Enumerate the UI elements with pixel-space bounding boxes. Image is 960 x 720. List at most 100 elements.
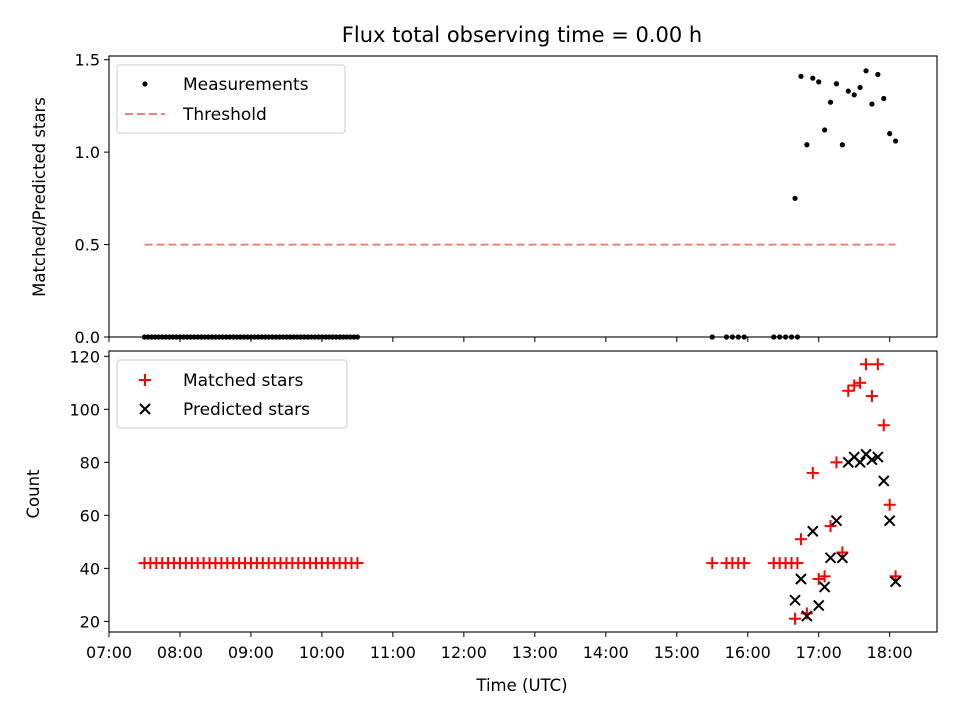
- predicted-star-point: [878, 475, 890, 487]
- matched-star-point: [871, 358, 884, 371]
- matched-star-point: [791, 557, 804, 570]
- predicted-star-point: [830, 514, 843, 527]
- predicted-star-point: [824, 552, 837, 564]
- x-tick-label: 08:00: [157, 643, 203, 662]
- bottom-y-axis-label: Count: [24, 469, 43, 519]
- measurement-point: [851, 92, 857, 98]
- bottom-plot-marks: [138, 358, 902, 625]
- x-tick-label: 18:00: [867, 643, 913, 662]
- legend-predicted-marker: [139, 403, 151, 415]
- predicted-star-point: [795, 573, 807, 585]
- bottom-legend: Matched stars Predicted stars: [116, 359, 348, 429]
- top-y-axis-label: Matched/Predicted stars: [30, 97, 49, 297]
- top-plot-frame: [108, 55, 938, 338]
- measurement-point: [771, 334, 777, 340]
- x-tick-label: 09:00: [228, 643, 274, 662]
- matched-star-point: [883, 498, 896, 511]
- measurement-point: [723, 334, 730, 340]
- predicted-star-point: [889, 575, 902, 588]
- legend-predicted-label: Predicted stars: [183, 400, 310, 420]
- measurement-point: [833, 81, 840, 87]
- measurement-point: [810, 75, 816, 81]
- predicted-star-point: [883, 514, 896, 527]
- predicted-star-point: [801, 610, 813, 622]
- measurement-point: [869, 101, 875, 107]
- x-tick-label: 07:00: [86, 643, 132, 662]
- measurement-point: [827, 99, 834, 105]
- matched-star-point: [806, 466, 819, 479]
- x-tick-label: 13:00: [512, 643, 558, 662]
- top-plot-marks: [141, 68, 899, 340]
- measurement-point: [709, 334, 715, 340]
- bottom-plot-frame: [108, 350, 938, 633]
- bottom-x-ticks: 07:00 08:00 09:00 10:00 11:00 12:00 13:00 14:00…: [86, 632, 913, 662]
- x-tick-label: 10:00: [299, 643, 345, 662]
- matched-star-point: [830, 456, 843, 469]
- measurement-point: [822, 127, 828, 133]
- predicted-star-point: [813, 599, 825, 612]
- matched-star-point: [351, 557, 364, 570]
- x-tick-label: 14:00: [583, 643, 629, 662]
- legend-measurements-marker: [142, 81, 148, 87]
- top-y-tick-label: 1.5: [75, 51, 100, 70]
- top-y-ticks: 0.0 0.5 1.0 1.5: [75, 51, 109, 347]
- predicted-star-point: [866, 453, 878, 466]
- bottom-y-tick-label: 20: [80, 612, 100, 631]
- matched-star-point: [794, 533, 807, 546]
- x-tick-label: 16:00: [725, 643, 771, 662]
- predicted-star-point: [836, 552, 849, 564]
- measurement-point: [741, 334, 747, 340]
- top-legend: Measurements Threshold: [116, 64, 346, 134]
- matched-star-point: [812, 572, 825, 585]
- measurement-point: [839, 142, 845, 148]
- measurement-point: [794, 334, 801, 340]
- measurement-point: [881, 95, 887, 102]
- measurement-point: [875, 71, 881, 78]
- measurement-point: [887, 131, 893, 137]
- bottom-y-tick-label: 40: [80, 559, 100, 578]
- bottom-y-ticks: 20 40 60 80 100 120: [69, 347, 109, 631]
- measurement-point: [857, 84, 863, 91]
- measurement-point: [804, 142, 810, 148]
- legend-matched-label: Matched stars: [183, 371, 303, 391]
- measurement-point: [354, 334, 360, 340]
- measurement-point: [863, 68, 869, 74]
- top-y-tick-label: 1.0: [75, 143, 100, 162]
- bottom-y-tick-label: 60: [80, 506, 100, 525]
- bottom-y-tick-label: 100: [69, 400, 100, 419]
- top-legend-box: [116, 64, 346, 134]
- matched-star-point: [860, 358, 873, 371]
- matched-star-point: [842, 384, 855, 397]
- x-tick-label: 12:00: [441, 643, 487, 662]
- matched-star-point: [789, 612, 802, 625]
- matched-star-point: [865, 390, 878, 403]
- bottom-y-tick-label: 80: [80, 453, 100, 472]
- measurement-point: [729, 334, 735, 340]
- predicted-star-point: [854, 456, 866, 469]
- measurement-point: [792, 195, 798, 201]
- bottom-legend-box: [116, 359, 348, 429]
- top-y-tick-label: 0.0: [75, 328, 100, 347]
- legend-matched-marker: [139, 374, 151, 386]
- legend-measurements-label: Measurements: [183, 75, 309, 95]
- bottom-panel: 20 40 60 80 100 120 07:00 08:00 09:00 10:00 11:00…: [24, 347, 938, 695]
- top-y-tick-label: 0.5: [75, 236, 100, 255]
- chart-title: Flux total observing time = 0.00 h: [342, 23, 702, 47]
- matched-star-point: [738, 557, 751, 570]
- measurement-point: [735, 334, 741, 340]
- x-tick-label: 15:00: [654, 643, 700, 662]
- matched-star-point: [854, 376, 867, 389]
- matched-star-point: [877, 419, 890, 432]
- measurement-point: [798, 73, 804, 79]
- predicted-star-point: [807, 525, 819, 537]
- x-tick-label: 11:00: [370, 643, 416, 662]
- matched-star-point: [848, 379, 861, 392]
- top-panel: 0.0 0.5 1.0 1.5 Matched/Predicted stars Mea…: [30, 51, 938, 347]
- bottom-y-tick-label: 120: [69, 347, 100, 366]
- measurement-point: [782, 334, 789, 340]
- measurement-point: [845, 88, 851, 94]
- measurement-point: [816, 79, 822, 85]
- predicted-star-point: [872, 451, 884, 463]
- predicted-star-point: [818, 581, 831, 593]
